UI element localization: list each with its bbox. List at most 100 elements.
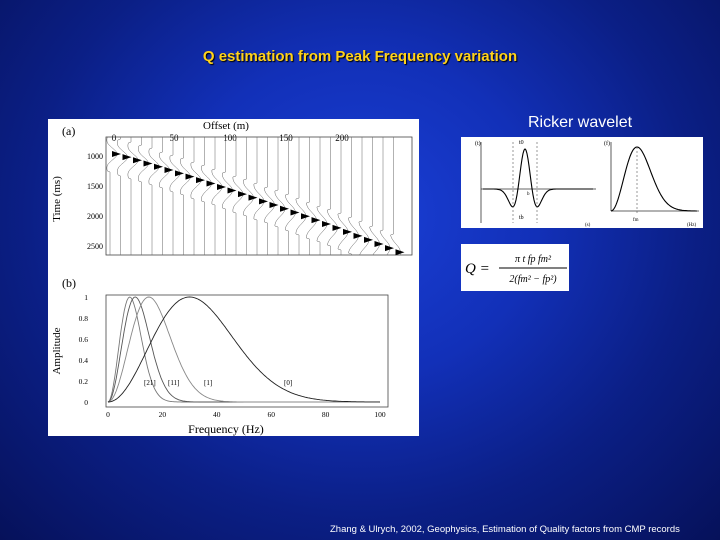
- panel-a-x-tick: 0: [112, 133, 117, 143]
- trace-peak-marker: [154, 163, 163, 170]
- seismic-trace: [274, 137, 286, 255]
- ricker-wavelet-label: Ricker wavelet: [528, 114, 633, 131]
- trace-peak-marker: [353, 232, 363, 239]
- trace-peak-marker: [143, 160, 153, 167]
- panel-b-y-tick: 0.6: [79, 335, 89, 344]
- panel-a-label: (a): [62, 124, 75, 138]
- seismic-figure: (a) Offset (m) Time (ms) 0 50 100 150 200 10…: [48, 119, 419, 436]
- seismic-trace: [127, 137, 139, 255]
- ricker-f-axis-label: (f): [604, 140, 610, 147]
- panel-b-y-tick: 0.2: [79, 377, 89, 386]
- seismic-trace: [106, 136, 118, 255]
- trace-peak-marker: [311, 217, 321, 224]
- seismic-trace: [211, 137, 223, 255]
- seismic-trace: [295, 137, 307, 255]
- panel-a-x-tick: 150: [279, 133, 293, 143]
- seismic-trace: [222, 137, 233, 255]
- seismic-trace: [190, 137, 202, 255]
- spectra-curve-labels: [21] [11] [1] [0]: [144, 379, 292, 387]
- trace-peak-marker: [322, 221, 331, 227]
- trace-peak-marker: [122, 154, 132, 161]
- seismic-trace: [159, 137, 170, 255]
- panel-b-x-tick: 20: [159, 410, 167, 419]
- ricker-tb-label: tb: [519, 215, 524, 221]
- panel-a-frame: [105, 136, 413, 256]
- panel-a-xlabel: Offset (m): [203, 120, 249, 132]
- formula-numerator: π t fp fm²: [515, 254, 552, 265]
- panel-b-x-tick: 100: [374, 410, 386, 419]
- panel-a-y-ticks: 1000 1500 2000 2500: [87, 152, 103, 251]
- panel-a-y-tick: 1500: [87, 182, 103, 191]
- formula-lhs: Q =: [465, 261, 490, 277]
- trace-peak-marker: [332, 224, 342, 231]
- spectrum-curve-label: [11]: [168, 379, 179, 387]
- seismic-trace: [337, 137, 349, 255]
- spectra-curves: [107, 296, 381, 403]
- panel-a-x-tick: 100: [223, 133, 237, 143]
- trace-peak-marker: [164, 167, 174, 173]
- seismic-trace: [306, 137, 317, 255]
- trace-peak-marker: [259, 198, 268, 205]
- spectrum-curve-label: [0]: [284, 379, 292, 387]
- ricker-canvas: (t) t0 tb b (s) (f) fm (Hz): [475, 140, 699, 228]
- panel-b-y-tick: 0: [84, 398, 88, 407]
- trace-peak-marker: [290, 209, 300, 216]
- trace-peak-marker: [217, 184, 226, 190]
- trace-peak-marker: [385, 245, 394, 252]
- seismic-trace: [201, 137, 212, 255]
- trace-peak-marker: [238, 191, 247, 198]
- panel-b-x-ticks: 0 20 40 60 80 100: [106, 410, 386, 419]
- trace-peak-marker: [280, 205, 289, 212]
- trace-peak-marker: [227, 187, 237, 194]
- panel-b-label: (b): [62, 276, 76, 290]
- seismic-trace: [285, 137, 296, 255]
- panel-a-y-tick: 2500: [87, 242, 103, 251]
- seismic-trace: [232, 137, 244, 255]
- spectrum-curve: [107, 296, 380, 403]
- trace-peak-marker: [374, 241, 384, 247]
- citation: Zhang & Ulrych, 2002, Geophysics, Estima…: [330, 524, 680, 535]
- ricker-wavelet-figure: (t) t0 tb b (s) (f) fm (Hz): [461, 137, 703, 228]
- seismic-trace: [148, 137, 160, 255]
- trace-peak-marker: [269, 202, 279, 208]
- ricker-b-label: b: [527, 192, 530, 197]
- trace-peak-marker: [185, 173, 195, 180]
- panel-b-y-tick: 1: [84, 293, 88, 302]
- trace-peak-marker: [248, 194, 258, 201]
- figure-canvas: (a) Offset (m) Time (ms) 0 50 100 150 200 10…: [51, 120, 413, 436]
- ricker-spectrum: [610, 146, 697, 212]
- spectrum-curve-label: [1]: [204, 379, 212, 387]
- seismic-trace: [117, 137, 128, 255]
- ricker-fm-label: fm: [633, 218, 639, 223]
- panel-b-frame: [105, 294, 389, 408]
- formula-denominator: 2(fm² − fp²): [509, 274, 557, 285]
- panel-b-y-ticks: 1 0.8 0.6 0.4 0.2 0: [79, 293, 89, 407]
- spectrum-curve: [107, 296, 381, 403]
- seismic-trace: [253, 137, 265, 255]
- panel-b-ylabel: Amplitude: [51, 327, 63, 374]
- trace-peak-marker: [364, 236, 373, 243]
- q-formula: Q = π t fp fm² 2(fm² − fp²): [461, 244, 569, 291]
- trace-peak-marker: [175, 170, 184, 177]
- ricker-t-unit: (s): [585, 223, 591, 228]
- seismic-trace: [169, 137, 181, 255]
- panel-a-x-tick: 50: [170, 133, 180, 143]
- seismic-trace: [369, 137, 380, 256]
- panel-a-x-tick: 200: [335, 133, 349, 143]
- trace-peak-marker: [196, 177, 205, 184]
- seismic-trace: [379, 137, 391, 256]
- ricker-f-unit: (Hz): [687, 223, 696, 228]
- ricker-time-wavelet: [483, 148, 593, 208]
- panel-b-y-tick: 0.8: [79, 314, 89, 323]
- trace-peak-marker: [301, 213, 310, 220]
- trace-peak-marker: [133, 157, 142, 164]
- panel-a-y-tick: 2000: [87, 212, 103, 221]
- trace-peak-marker: [206, 180, 216, 187]
- seismic-trace: [243, 137, 254, 255]
- panel-b-y-tick: 0.4: [79, 356, 89, 365]
- panel-b-x-tick: 40: [213, 410, 221, 419]
- spectrum-curve-label: [21]: [144, 379, 156, 387]
- panel-a-ylabel: Time (ms): [51, 176, 63, 222]
- seismic-trace: [180, 137, 191, 255]
- panel-a-x-ticks: 0 50 100 150 200: [112, 133, 350, 143]
